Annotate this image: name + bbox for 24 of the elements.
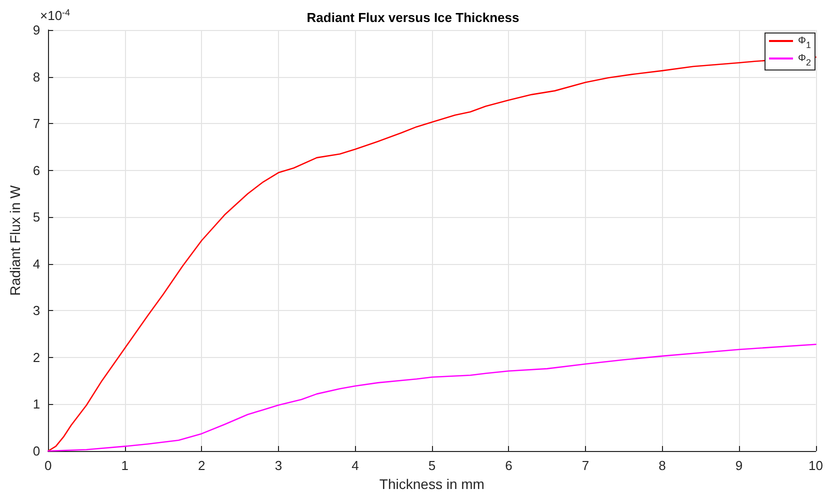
- x-tick-label: 1: [121, 458, 129, 473]
- y-tick-label: 2: [32, 350, 40, 365]
- y-tick-label: 1: [32, 396, 40, 412]
- x-tick-label: 4: [352, 458, 359, 473]
- x-tick-label: 8: [658, 458, 666, 473]
- x-tick-label: 7: [582, 458, 590, 473]
- y-tick-label: 6: [32, 162, 40, 178]
- y-tick-label: 7: [32, 116, 40, 132]
- y-tick-label: 8: [32, 69, 40, 84]
- x-tick-label: 2: [198, 458, 206, 473]
- x-tick-label: 9: [735, 458, 743, 473]
- x-axis-title: Thickness in mm: [379, 476, 484, 492]
- x-tick-label: 5: [428, 458, 436, 473]
- y-tick-label: 3: [32, 303, 40, 318]
- x-tick-label: 3: [274, 458, 282, 473]
- x-tick-label: 10: [808, 458, 824, 473]
- y-tick-label: 4: [32, 256, 40, 272]
- y-tick-label: 0: [32, 444, 40, 458]
- x-tick-label: 0: [44, 458, 52, 473]
- x-tick-label: 6: [505, 458, 512, 473]
- y-tick-label: 5: [32, 210, 40, 225]
- chart-title: Radiant Flux versus Ice Thickness: [306, 10, 520, 25]
- y-axis-title: Radiant Flux in W: [7, 184, 23, 296]
- y-tick-label: 9: [32, 22, 40, 38]
